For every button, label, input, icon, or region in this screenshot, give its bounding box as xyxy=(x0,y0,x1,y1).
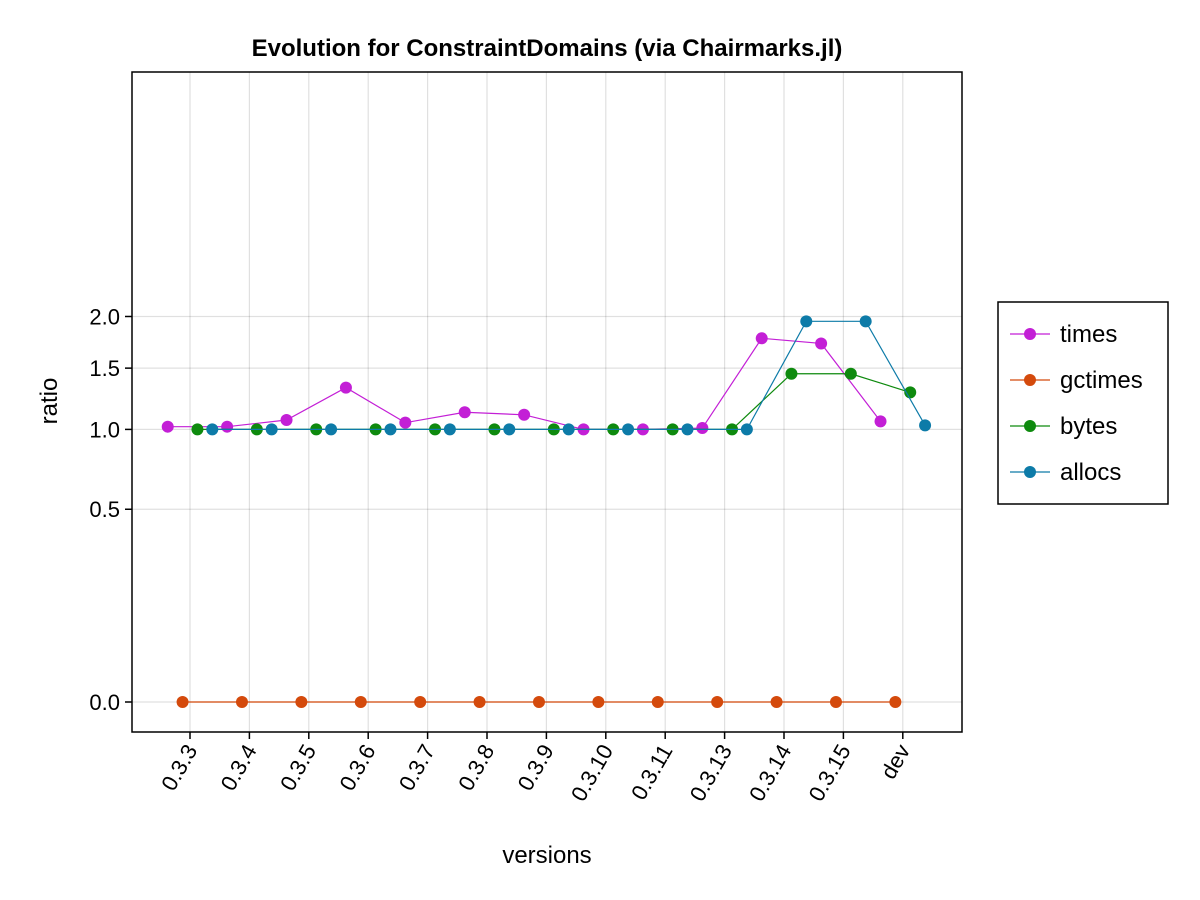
data-point xyxy=(844,367,857,380)
x-tick-label: 0.3.3 xyxy=(156,740,202,795)
y-axis-label: ratio xyxy=(36,378,63,425)
data-point xyxy=(651,696,664,708)
data-point xyxy=(874,415,887,428)
data-point xyxy=(265,423,278,436)
chart-title: Evolution for ConstraintDomains (via Cha… xyxy=(252,35,843,62)
legend-swatch-marker xyxy=(1024,328,1036,340)
data-point xyxy=(785,367,798,380)
x-tick-label: 0.3.14 xyxy=(744,740,796,805)
y-tick-label: 1.5 xyxy=(89,356,120,381)
data-point xyxy=(622,423,635,436)
x-tick-label: 0.3.10 xyxy=(566,740,618,805)
series-layer xyxy=(161,315,932,708)
data-point xyxy=(235,696,248,708)
legend-label: times xyxy=(1060,321,1117,348)
data-point xyxy=(206,423,219,436)
legend-item-gctimes: gctimes xyxy=(1010,367,1143,394)
data-point xyxy=(889,696,902,708)
data-point xyxy=(325,423,338,436)
data-point xyxy=(384,423,397,436)
legend: times gctimes bytes allocs xyxy=(997,301,1169,505)
series-gctimes xyxy=(176,696,902,708)
data-point xyxy=(518,408,531,421)
data-point xyxy=(443,423,456,436)
y-tick-label: 2.0 xyxy=(89,304,120,329)
x-tick-label: dev xyxy=(876,740,915,783)
data-point xyxy=(681,423,694,436)
series-line xyxy=(197,373,911,430)
x-tick-label: 0.3.4 xyxy=(216,740,262,795)
data-point xyxy=(740,423,753,436)
x-tick-label: 0.3.6 xyxy=(334,740,380,795)
y-tick-label: 0.0 xyxy=(89,690,120,715)
series-times xyxy=(161,332,887,436)
data-point xyxy=(711,696,724,708)
x-axis-label: versions xyxy=(502,842,591,869)
grid xyxy=(132,72,962,732)
data-point xyxy=(532,696,545,708)
data-point xyxy=(191,423,204,436)
data-point xyxy=(904,386,917,399)
x-tick-label: 0.3.8 xyxy=(453,740,499,795)
data-point xyxy=(919,419,932,432)
data-point xyxy=(399,416,412,429)
data-point xyxy=(800,315,813,328)
data-point xyxy=(473,696,486,708)
data-point xyxy=(339,381,352,394)
y-tick-label: 0.5 xyxy=(89,497,120,522)
data-point xyxy=(414,696,427,708)
x-tick-label: 0.3.7 xyxy=(394,740,440,795)
y-axis: 0.0 0.5 1.0 1.5 2.0 xyxy=(89,304,132,715)
legend-item-bytes: bytes xyxy=(1010,413,1117,440)
x-tick-label: 0.3.5 xyxy=(275,740,321,795)
legend-swatch-marker xyxy=(1024,420,1036,432)
x-tick-label: 0.3.15 xyxy=(803,740,855,805)
legend-swatch-marker xyxy=(1024,466,1036,478)
x-tick-label: 0.3.13 xyxy=(685,740,737,805)
data-point xyxy=(815,337,828,350)
data-point xyxy=(755,332,768,345)
legend-item-allocs: allocs xyxy=(1010,459,1121,486)
data-point xyxy=(859,315,872,328)
data-point xyxy=(458,406,471,419)
legend-label: bytes xyxy=(1060,413,1117,440)
data-point xyxy=(562,423,575,436)
data-point xyxy=(503,423,516,436)
data-point xyxy=(221,420,234,433)
data-point xyxy=(161,420,174,433)
legend-swatch-marker xyxy=(1024,374,1036,386)
data-point xyxy=(696,422,709,435)
y-tick-label: 1.0 xyxy=(89,417,120,442)
x-tick-label: 0.3.11 xyxy=(626,740,677,804)
x-tick-label: 0.3.9 xyxy=(513,740,559,795)
legend-label: gctimes xyxy=(1060,367,1143,394)
data-point xyxy=(829,696,842,708)
series-line xyxy=(212,320,926,430)
series-bytes xyxy=(191,367,917,436)
legend-item-times: times xyxy=(1010,321,1117,348)
data-point xyxy=(592,696,605,708)
data-point xyxy=(770,696,783,708)
data-point xyxy=(280,414,293,427)
x-axis: 0.3.3 0.3.4 0.3.5 0.3.6 0.3.7 0.3.8 0.3.9 0.3.1… xyxy=(156,732,915,805)
data-point xyxy=(176,696,189,708)
series-allocs xyxy=(206,315,932,436)
data-point xyxy=(354,696,367,708)
data-point xyxy=(295,696,308,708)
legend-label: allocs xyxy=(1060,459,1121,486)
